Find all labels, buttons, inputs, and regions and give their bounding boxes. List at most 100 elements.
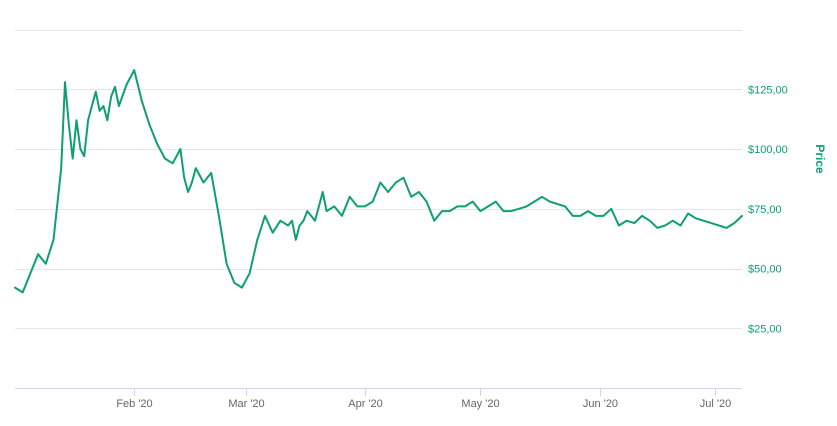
data-point: [303, 220, 305, 222]
data-point: [572, 215, 574, 217]
data-point: [218, 215, 220, 217]
data-point: [426, 201, 428, 203]
y-axis: $25,00 $50,00 $75,00 $100,00 $125,00: [748, 84, 788, 335]
y-axis-title: Price: [813, 144, 827, 174]
data-point: [564, 205, 566, 207]
data-point: [372, 201, 374, 203]
data-point: [741, 215, 743, 217]
y-tick-label: $75,00: [748, 204, 782, 216]
data-point: [126, 84, 128, 86]
data-point: [710, 222, 712, 224]
data-point: [341, 215, 343, 217]
data-point: [306, 210, 308, 212]
x-tick-label: Jun '20: [583, 398, 618, 410]
data-point: [549, 201, 551, 203]
data-point: [703, 220, 705, 222]
data-point: [541, 196, 543, 198]
data-point: [680, 225, 682, 227]
data-point: [487, 205, 489, 207]
data-point: [272, 232, 274, 234]
data-point: [595, 215, 597, 217]
x-tick-label: Apr '20: [348, 398, 383, 410]
data-point: [195, 167, 197, 169]
data-point: [410, 196, 412, 198]
data-point: [387, 191, 389, 193]
x-tick-label: Jul '20: [700, 398, 731, 410]
x-tick-label: Feb '20: [116, 398, 152, 410]
data-point: [718, 225, 720, 227]
data-point: [22, 291, 24, 293]
data-point: [241, 287, 243, 289]
data-point: [310, 215, 312, 217]
data-point: [87, 119, 89, 121]
data-point: [37, 253, 39, 255]
data-point: [83, 155, 85, 157]
data-point: [256, 239, 258, 241]
data-point: [479, 210, 481, 212]
data-point: [226, 263, 228, 265]
y-tick-label: $50,00: [748, 264, 782, 276]
y-tick-label: $25,00: [748, 323, 782, 335]
data-point: [456, 205, 458, 207]
data-point: [183, 177, 185, 179]
data-point: [45, 263, 47, 265]
data-point: [672, 220, 674, 222]
data-point: [76, 119, 78, 121]
data-point: [172, 162, 174, 164]
data-point: [433, 220, 435, 222]
grid-lines: [15, 30, 742, 329]
data-point: [95, 91, 97, 93]
data-point: [322, 191, 324, 193]
data-point: [356, 205, 358, 207]
data-point: [403, 177, 405, 179]
data-point: [164, 158, 166, 160]
data-point: [633, 222, 635, 224]
data-point: [418, 191, 420, 193]
data-point: [333, 205, 335, 207]
data-point: [110, 95, 112, 97]
data-point: [733, 222, 735, 224]
data-point: [106, 119, 108, 121]
data-point: [495, 201, 497, 203]
data-point: [156, 143, 158, 145]
data-point: [649, 220, 651, 222]
data-point: [503, 210, 505, 212]
data-point: [79, 148, 81, 150]
data-point: [141, 100, 143, 102]
data-point: [249, 272, 251, 274]
data-point: [687, 213, 689, 215]
data-point: [287, 225, 289, 227]
data-point: [91, 105, 93, 107]
data-point: [610, 208, 612, 210]
data-point: [603, 215, 605, 217]
data-point: [472, 201, 474, 203]
data-point: [99, 110, 101, 112]
data-point: [626, 220, 628, 222]
data-point: [29, 272, 31, 274]
x-tick-label: May '20: [461, 398, 499, 410]
data-point: [133, 69, 135, 71]
data-point: [556, 203, 558, 205]
data-point: [510, 210, 512, 212]
data-point: [449, 210, 451, 212]
data-point: [14, 287, 16, 289]
data-point: [179, 148, 181, 150]
data-point: [656, 227, 658, 229]
data-point: [60, 167, 62, 169]
data-point: [103, 105, 105, 107]
data-point: [264, 215, 266, 217]
data-point: [395, 182, 397, 184]
y-tick-label: $100,00: [748, 144, 788, 156]
data-point: [191, 182, 193, 184]
data-point: [203, 182, 205, 184]
data-point: [726, 227, 728, 229]
series-layer: [14, 69, 743, 294]
data-point: [295, 239, 297, 241]
data-point: [618, 225, 620, 227]
data-point: [579, 215, 581, 217]
data-point: [695, 217, 697, 219]
data-point: [364, 205, 366, 207]
x-axis: Feb '20 Mar '20 Apr '20 May '20 Jun '20 Jul '…: [15, 388, 742, 410]
